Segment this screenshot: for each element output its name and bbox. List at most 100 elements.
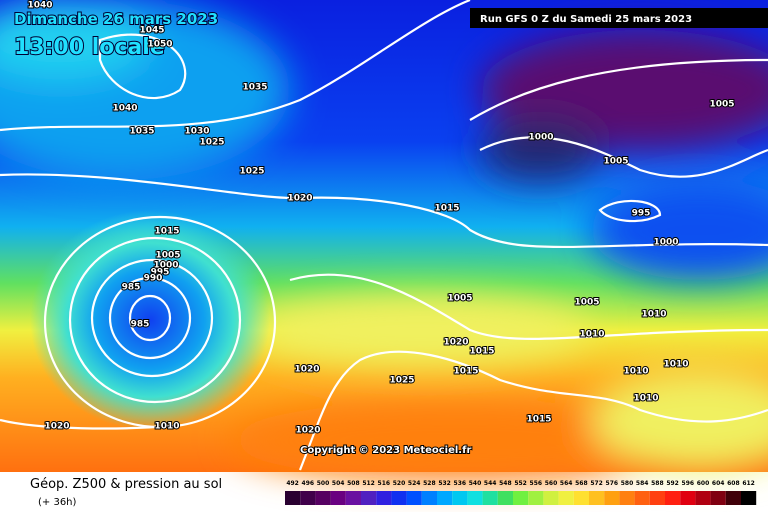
isobar-label: 1005: [155, 251, 180, 261]
time-label: 13:00 locale: [14, 35, 165, 60]
scale-swatch: [665, 491, 681, 505]
scale-label: 584: [636, 480, 649, 487]
scale-label: 552: [514, 480, 527, 487]
isobar-label: 1015: [453, 367, 478, 377]
copyright: Copyright © 2023 Meteociel.fr: [300, 445, 471, 456]
isobar-label: 1005: [709, 100, 734, 110]
scale-label: 512: [362, 480, 375, 487]
scale-swatch: [649, 491, 665, 505]
map-background: [0, 0, 768, 480]
isobar-label: 1010: [663, 360, 688, 370]
isobar-label: 1005: [447, 294, 472, 304]
scale-label: 588: [651, 480, 664, 487]
scale-swatch: [513, 491, 529, 505]
isobar-label: 1025: [239, 167, 264, 177]
scale-swatch: [345, 491, 361, 505]
scale-label: 580: [621, 480, 634, 487]
scale-swatch: [543, 491, 559, 505]
scale-swatch: [725, 491, 741, 505]
isobar-label: 1010: [154, 422, 179, 432]
run-banner: [470, 8, 768, 28]
isobar-label: 1020: [443, 338, 468, 348]
footer-lead: (+ 36h): [38, 497, 77, 508]
scale-swatch: [406, 491, 422, 505]
isobar-label: 1020: [295, 426, 320, 436]
isobar-lines: [0, 0, 768, 470]
scale-swatch: [741, 491, 757, 505]
isobar-label: 1010: [623, 367, 648, 377]
scale-label: 604: [712, 480, 725, 487]
isobar-label: 1000: [153, 261, 178, 271]
isobar-label: 1015: [526, 415, 551, 425]
scale-swatch: [497, 491, 513, 505]
scale-label: 612: [742, 480, 755, 487]
scale-label: 548: [499, 480, 512, 487]
isobar-label: 1020: [294, 365, 319, 375]
color-scale: 492 496 500 504 508 512 516 520 524 528 532 536 540 5…: [285, 480, 757, 505]
scale-label: 508: [347, 480, 360, 487]
isobar-label: 1050: [147, 40, 172, 50]
scale-swatch: [330, 491, 346, 505]
isobar-label: 1000: [653, 238, 678, 248]
scale-label: 572: [590, 480, 603, 487]
scale-label: 516: [378, 480, 391, 487]
isobar-label: 1035: [129, 127, 154, 137]
isobar-label: 995: [632, 209, 651, 219]
scale-label: 544: [484, 480, 497, 487]
isobar-label: 1035: [242, 83, 267, 93]
scale-swatch: [604, 491, 620, 505]
scale-swatch: [376, 491, 392, 505]
scale-swatch: [482, 491, 498, 505]
scale-label: 592: [666, 480, 679, 487]
scale-swatch: [467, 491, 483, 505]
isobar-label: 1015: [434, 204, 459, 214]
isobar-label: 1010: [579, 330, 604, 340]
scale-label: 532: [438, 480, 451, 487]
scale-label: 528: [423, 480, 436, 487]
scale-label: 492: [286, 480, 299, 487]
isobar-label: 1045: [139, 26, 164, 36]
scale-label: 504: [332, 480, 345, 487]
scale-swatch: [300, 491, 316, 505]
scale-label: 520: [393, 480, 406, 487]
scale-label: 608: [727, 480, 740, 487]
isobar-label: 985: [122, 283, 141, 293]
isobar-label: 1010: [641, 310, 666, 320]
isobar-label: 1005: [603, 157, 628, 167]
scale-label: 576: [606, 480, 619, 487]
scale-label: 496: [302, 480, 315, 487]
isobar-label: 1020: [287, 194, 312, 204]
isobar-label: 1025: [389, 376, 414, 386]
isobar-label: 1000: [528, 133, 553, 143]
footer-title: Géop. Z500 & pression au sol: [30, 477, 222, 492]
scale-swatch: [315, 491, 331, 505]
isobar-label: 985: [131, 320, 150, 330]
scale-swatch: [619, 491, 635, 505]
isobar-label: 990: [144, 274, 163, 284]
scale-swatch: [391, 491, 407, 505]
isobar-label: 1030: [184, 127, 209, 137]
scale-swatch: [695, 491, 711, 505]
date-label: Dimanche 26 mars 2023: [14, 10, 218, 28]
scale-label: 564: [560, 480, 573, 487]
scale-label: 524: [408, 480, 421, 487]
scale-label: 596: [682, 480, 695, 487]
scale-label: 556: [530, 480, 543, 487]
scale-label: 568: [575, 480, 588, 487]
scale-label: 560: [545, 480, 558, 487]
isobar-label: 995: [151, 268, 170, 278]
scale-swatch: [285, 491, 301, 505]
scale-label: 536: [454, 480, 467, 487]
run-label: Run GFS 0 Z du Samedi 25 mars 2023: [480, 14, 692, 25]
isobar-label: 1020: [44, 422, 69, 432]
scale-label: 500: [317, 480, 330, 487]
isobar-label: 1040: [27, 1, 52, 11]
isobar-label: 1015: [154, 227, 179, 237]
scale-swatch: [634, 491, 650, 505]
scale-label: 540: [469, 480, 482, 487]
scale-swatch: [558, 491, 574, 505]
scale-swatch: [361, 491, 377, 505]
scale-swatch: [710, 491, 726, 505]
